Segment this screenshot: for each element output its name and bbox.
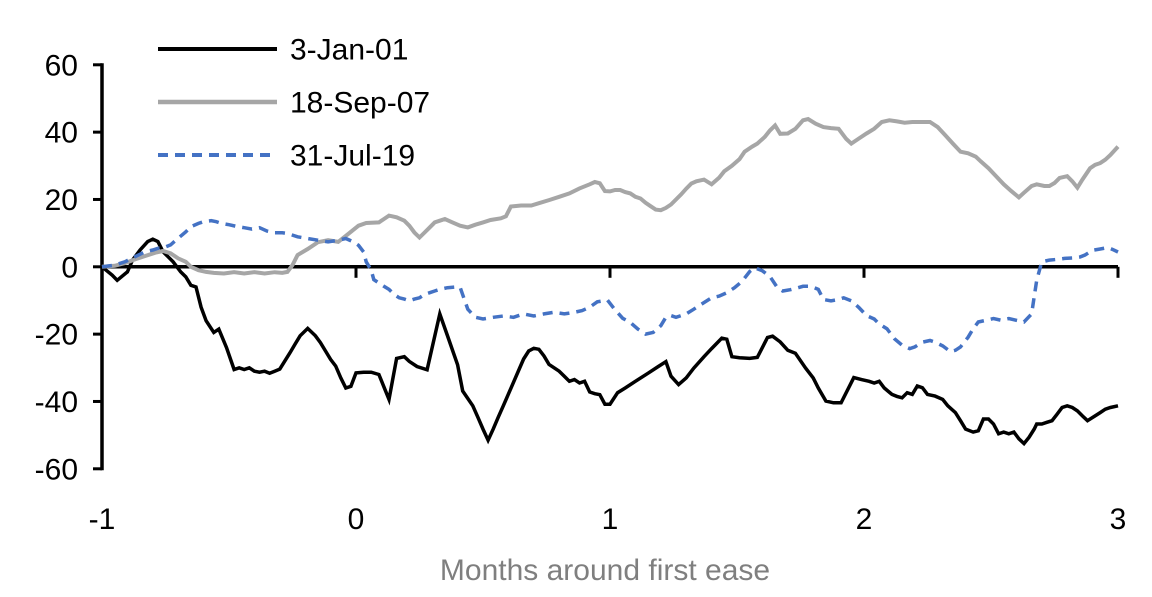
y-tick-label: 20: [45, 184, 78, 217]
y-tick-label: -40: [35, 386, 78, 419]
legend-item: 18-Sep-07: [158, 87, 430, 120]
x-tick-label: 2: [856, 503, 873, 536]
x-tick-label: 3: [1110, 503, 1127, 536]
legend-label-3-Jan-01: 3-Jan-01: [290, 34, 408, 67]
y-tick-label: 0: [61, 251, 78, 284]
y-tick-label: 60: [45, 49, 78, 82]
series-lines: [100, 116, 1120, 447]
legend: 3-Jan-01 18-Sep-07 31-Jul-19: [158, 34, 430, 173]
legend-item: 31-Jul-19: [158, 140, 415, 173]
series-line-3-Jan-01: [100, 237, 1119, 447]
axes: 60 40 20 0 -20 -40 -60 -1 0 1 2 3: [35, 49, 1127, 536]
series-line-18-Sep-07: [101, 116, 1120, 276]
legend-label-31-Jul-19: 31-Jul-19: [290, 140, 415, 173]
x-axis-title: Months around first ease: [440, 554, 770, 587]
x-tick-label: 0: [348, 503, 365, 536]
x-tick-label: 1: [602, 503, 619, 536]
series-line-31-Jul-19: [101, 218, 1119, 354]
y-tick-label: 40: [45, 117, 78, 150]
y-tick-label: -20: [35, 319, 78, 352]
legend-label-18-Sep-07: 18-Sep-07: [290, 87, 430, 120]
legend-item: 3-Jan-01: [158, 34, 408, 67]
y-tick-label: -60: [35, 453, 78, 486]
x-tick-label: -1: [89, 503, 116, 536]
